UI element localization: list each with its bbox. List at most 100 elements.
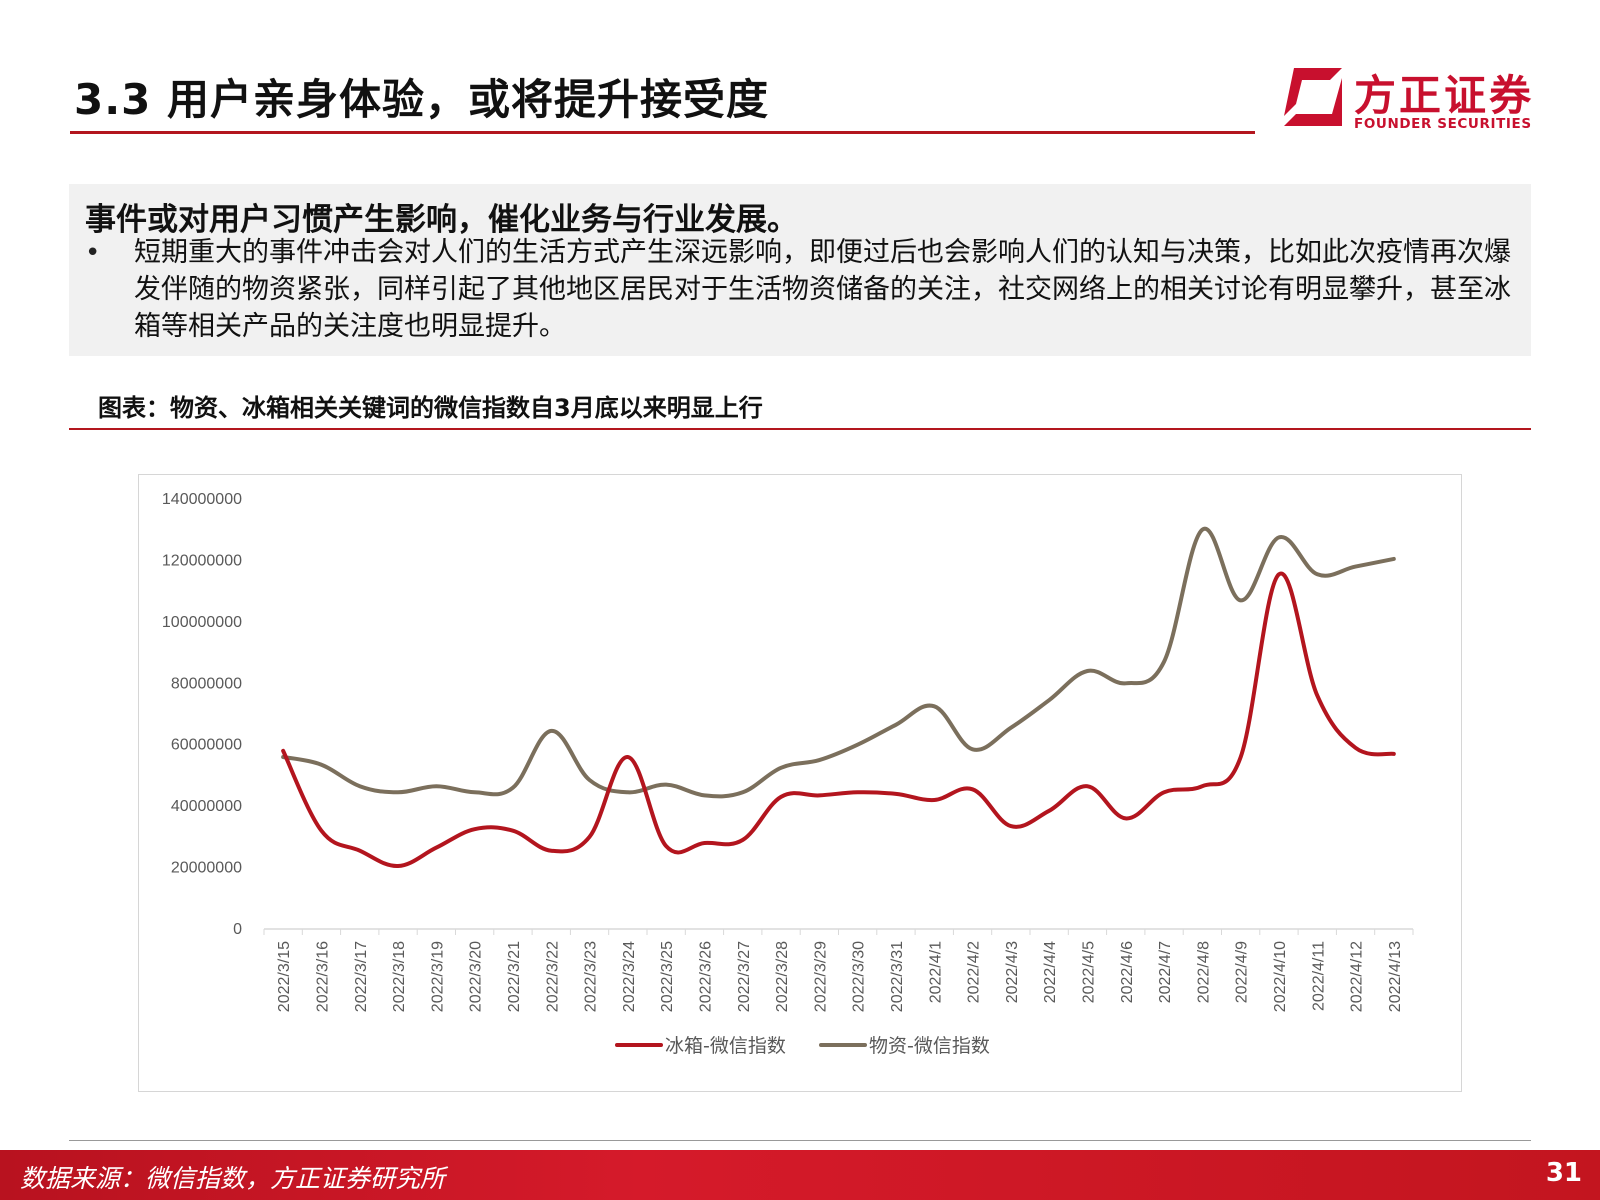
data-point-supplies xyxy=(1392,557,1396,561)
x-tick-label: 2022/3/29 xyxy=(812,941,829,1012)
y-tick-label: 60000000 xyxy=(171,737,242,754)
data-point-supplies xyxy=(1009,726,1013,730)
data-point-fridge xyxy=(434,846,438,850)
data-point-supplies xyxy=(856,743,860,747)
page-number: 31 xyxy=(1545,1158,1582,1188)
data-point-fridge xyxy=(1315,694,1319,698)
x-tick-label: 2022/3/27 xyxy=(736,941,753,1012)
data-point-fridge xyxy=(588,835,592,839)
data-point-supplies xyxy=(549,729,553,733)
x-tick-label: 2022/3/26 xyxy=(697,941,714,1012)
line-chart: 0 20000000 40000000 60000000 80000000 1000000… xyxy=(162,491,1414,1057)
x-tick-label: 2022/3/23 xyxy=(583,941,600,1012)
x-tick-label: 2022/3/30 xyxy=(851,941,868,1012)
data-point-supplies xyxy=(1354,565,1358,569)
data-point-fridge xyxy=(664,844,668,848)
logo-name-en: FOUNDER SECURITIES xyxy=(1354,116,1532,132)
data-point-fridge xyxy=(1047,809,1051,813)
summary-box: 事件或对用户习惯产生影响，催化业务与行业发展。 • 短期重大的事件冲击会对人们的… xyxy=(69,184,1531,356)
logo-name-cn: 方正证券 xyxy=(1354,71,1535,120)
x-tick-label: 2022/3/16 xyxy=(314,941,331,1012)
x-tick-label: 2022/3/22 xyxy=(544,941,561,1012)
data-point-supplies xyxy=(932,704,936,708)
data-point-supplies xyxy=(779,766,783,770)
x-tick-label: 2022/4/6 xyxy=(1119,941,1136,1003)
x-tick-label: 2022/3/21 xyxy=(506,941,523,1012)
data-point-fridge xyxy=(358,849,362,853)
data-point-fridge xyxy=(1162,790,1166,794)
data-point-fridge xyxy=(932,798,936,802)
x-tick-label: 2022/3/19 xyxy=(429,941,446,1012)
x-tick-label: 2022/3/25 xyxy=(659,941,676,1012)
series-line-supplies xyxy=(281,526,1396,799)
data-point-supplies xyxy=(894,723,898,727)
data-point-fridge xyxy=(1277,572,1281,576)
founder-logo-icon xyxy=(1284,68,1342,126)
data-point-supplies xyxy=(1124,681,1128,685)
data-point-supplies xyxy=(588,778,592,782)
data-point-fridge xyxy=(473,827,477,831)
data-point-fridge xyxy=(817,793,821,797)
y-tick-label: 100000000 xyxy=(162,614,242,631)
figure-caption: 图表：物资、冰箱相关关键词的微信指数自3月底以来明显上行 xyxy=(98,394,763,422)
data-point-fridge xyxy=(741,838,745,842)
data-point-supplies xyxy=(1277,535,1281,539)
y-tick-label: 140000000 xyxy=(162,491,242,508)
footer-bar: 数据来源：微信指数，方正证券研究所 31 xyxy=(0,1150,1600,1200)
data-point-fridge xyxy=(1239,755,1243,759)
x-tick-label: 2022/4/9 xyxy=(1234,941,1251,1003)
x-tick-label: 2022/3/17 xyxy=(353,941,370,1012)
data-point-supplies xyxy=(703,793,707,797)
x-tick-label: 2022/4/10 xyxy=(1272,941,1289,1012)
legend-label-supplies: 物资-微信指数 xyxy=(869,1035,990,1057)
data-point-fridge xyxy=(1009,824,1013,828)
y-tick-label: 0 xyxy=(233,921,242,938)
data-point-fridge xyxy=(1124,816,1128,820)
data-point-supplies xyxy=(358,784,362,788)
data-point-fridge xyxy=(319,829,323,833)
x-tick-label: 2022/4/12 xyxy=(1349,941,1366,1012)
data-point-fridge xyxy=(396,864,400,868)
data-point-supplies xyxy=(664,783,668,787)
summary-bullet-text: 短期重大的事件冲击会对人们的生活方式产生深远影响，即便过后也会影响人们的认知与决… xyxy=(134,237,1511,342)
data-point-fridge xyxy=(856,790,860,794)
caption-divider xyxy=(69,428,1531,430)
x-tick-label: 2022/4/13 xyxy=(1387,941,1404,1012)
data-point-fridge xyxy=(1392,752,1396,756)
data-point-supplies xyxy=(817,758,821,762)
data-point-fridge xyxy=(511,829,515,833)
data-point-fridge xyxy=(894,792,898,796)
data-point-fridge xyxy=(1085,784,1089,788)
y-tick-label: 120000000 xyxy=(162,552,242,569)
y-tick-label: 20000000 xyxy=(171,860,242,877)
x-tick-label: 2022/4/1 xyxy=(927,941,944,1003)
chart-frame: 0 20000000 40000000 60000000 80000000 1000000… xyxy=(138,474,1462,1092)
y-tick-label: 40000000 xyxy=(171,798,242,815)
data-point-fridge xyxy=(1354,746,1358,750)
x-tick-label: 2022/3/31 xyxy=(889,941,906,1012)
data-point-supplies xyxy=(1315,572,1319,576)
data-point-fridge xyxy=(626,755,630,759)
data-point-fridge xyxy=(1200,784,1204,788)
x-tick-label: 2022/4/2 xyxy=(966,941,983,1003)
x-tick-label: 2022/4/11 xyxy=(1310,941,1327,1011)
x-tick-label: 2022/3/20 xyxy=(468,941,485,1012)
x-tick-label: 2022/3/15 xyxy=(276,941,293,1012)
data-point-supplies xyxy=(741,790,745,794)
x-tick-label: 2022/4/7 xyxy=(1157,941,1174,1003)
data-point-fridge xyxy=(703,841,707,845)
data-point-supplies xyxy=(1047,698,1051,702)
footer-divider xyxy=(69,1140,1531,1141)
data-point-supplies xyxy=(971,747,975,751)
data-point-fridge xyxy=(281,749,285,753)
x-tick-label: 2022/3/18 xyxy=(391,941,408,1012)
legend-label-fridge: 冰箱-微信指数 xyxy=(665,1035,786,1057)
data-point-fridge xyxy=(549,849,553,853)
data-point-supplies xyxy=(434,784,438,788)
x-tick-label: 2022/4/5 xyxy=(1080,941,1097,1003)
data-point-supplies xyxy=(511,786,515,790)
data-point-supplies xyxy=(396,790,400,794)
data-point-supplies xyxy=(1162,660,1166,664)
x-tick-label: 2022/3/28 xyxy=(774,941,791,1012)
data-point-supplies xyxy=(626,790,630,794)
